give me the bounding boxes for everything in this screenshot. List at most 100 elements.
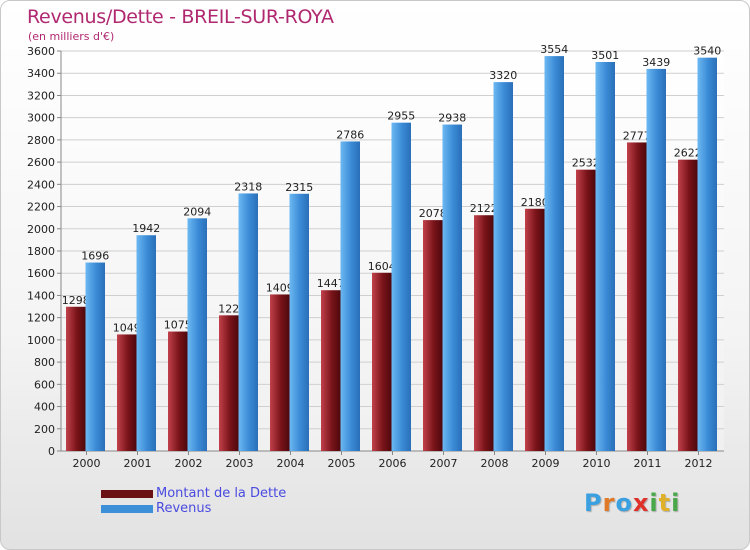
- bar-dette: [66, 306, 86, 451]
- plot-area: 0 200 400 600 800 1000 1200 1400 1600 1800 2000 220…: [27, 43, 724, 470]
- y-tick-label: 3000: [27, 112, 55, 125]
- data-label-dette: 2777: [623, 129, 651, 142]
- y-tick-label: 600: [34, 378, 55, 391]
- bar-dette: [168, 331, 188, 451]
- legend-swatch-dette: [101, 490, 153, 498]
- x-tick-label: 2011: [634, 457, 662, 470]
- x-tick-label: 2003: [226, 457, 254, 470]
- data-label-revenus: 2315: [285, 181, 313, 194]
- x-tick-label: 2000: [73, 457, 101, 470]
- logo-letter: o: [615, 489, 633, 517]
- bar-revenus: [187, 218, 207, 451]
- x-tick-label: 2008: [481, 457, 509, 470]
- data-label-dette: 1447: [317, 277, 345, 290]
- x-tick-label: 2005: [328, 457, 356, 470]
- bar-revenus: [493, 82, 513, 451]
- data-label-revenus: 3540: [693, 45, 721, 58]
- data-label-revenus: 3320: [489, 69, 517, 82]
- logo-letter: r: [602, 489, 616, 517]
- data-label-revenus: 3501: [591, 49, 619, 62]
- x-tick-label: 2009: [532, 457, 560, 470]
- chart-title: Revenus/Dette - BREIL-SUR-ROYA: [27, 6, 334, 28]
- y-tick-label: 1400: [27, 289, 55, 302]
- y-tick-label: 2000: [27, 223, 55, 236]
- y-tick-label: 3400: [27, 67, 55, 80]
- legend-label-revenus: Revenus: [156, 501, 212, 516]
- bar-dette: [678, 159, 698, 451]
- x-tick-label: 2001: [124, 457, 152, 470]
- bar-revenus: [391, 122, 411, 452]
- bar-revenus: [544, 56, 564, 451]
- data-label-dette: 2122: [470, 202, 498, 215]
- data-label-dette: 1075: [164, 319, 192, 332]
- data-label-revenus: 2094: [183, 205, 211, 218]
- bar-dette: [321, 290, 341, 451]
- bar-revenus: [238, 193, 258, 451]
- x-tick-label: 2012: [685, 457, 713, 470]
- logo-letter: i: [649, 489, 659, 517]
- y-tick-label: 1600: [27, 267, 55, 280]
- bar-dette: [576, 169, 596, 451]
- data-label-revenus: 2786: [336, 128, 364, 141]
- data-label-revenus: 2318: [234, 180, 262, 193]
- data-label-dette: 1604: [368, 260, 396, 273]
- data-label-revenus: 2938: [438, 112, 466, 125]
- data-label-revenus: 3439: [642, 56, 670, 69]
- data-label-dette: 2180: [521, 196, 549, 209]
- data-label-dette: 1049: [113, 321, 141, 334]
- data-label-revenus: 1942: [132, 222, 160, 235]
- x-tick-label: 2006: [379, 457, 407, 470]
- bar-dette: [627, 142, 647, 451]
- data-label-revenus: 1696: [81, 250, 109, 263]
- x-tick-label: 2007: [430, 457, 458, 470]
- y-tick-label: 200: [34, 423, 55, 436]
- legend-label-dette: Montant de la Dette: [156, 486, 287, 501]
- bar-revenus: [442, 124, 462, 452]
- data-label-revenus: 2955: [387, 110, 415, 123]
- y-tick-label: 3200: [27, 89, 55, 102]
- bar-revenus: [340, 141, 360, 451]
- bar-dette: [474, 215, 494, 451]
- logo-letter: i: [671, 489, 681, 517]
- y-tick-label: 1000: [27, 334, 55, 347]
- bar-revenus: [85, 262, 105, 451]
- bar-dette: [270, 294, 290, 451]
- logo-letter: P: [584, 489, 603, 517]
- bar-revenus: [136, 235, 156, 451]
- y-tick-label: 2600: [27, 156, 55, 169]
- data-label-dette: 2532: [572, 157, 600, 170]
- logo-letter: t: [658, 489, 672, 517]
- bar-revenus: [595, 62, 615, 451]
- y-tick-label: 3600: [27, 45, 55, 58]
- x-tick-label: 2002: [175, 457, 203, 470]
- y-tick-label: 2800: [27, 134, 55, 147]
- y-tick-label: 1200: [27, 312, 55, 325]
- data-label-dette: 1298: [62, 294, 90, 307]
- bar-dette: [219, 315, 239, 451]
- x-tick-label: 2010: [583, 457, 611, 470]
- data-label-revenus: 3554: [540, 43, 568, 56]
- proxiti-logo: Proxiti: [584, 489, 680, 517]
- data-label-dette: 1409: [266, 281, 294, 294]
- bar-dette: [117, 334, 137, 451]
- legend-swatch-revenus: [101, 505, 153, 513]
- y-tick-label: 0: [48, 445, 55, 458]
- x-tick-label: 2004: [277, 457, 305, 470]
- data-label-dette: 2622: [674, 147, 702, 160]
- bar-dette: [372, 272, 392, 451]
- y-tick-label: 2200: [27, 201, 55, 214]
- y-tick-label: 2400: [27, 178, 55, 191]
- y-tick-label: 800: [34, 356, 55, 369]
- bar-dette: [525, 208, 545, 451]
- y-tick-label: 400: [34, 401, 55, 414]
- bar-revenus: [697, 57, 717, 452]
- data-label-dette: 122: [218, 302, 239, 315]
- bar-revenus: [646, 68, 666, 451]
- y-tick-label: 1800: [27, 245, 55, 258]
- bar-revenus: [289, 193, 309, 451]
- data-label-dette: 2078: [419, 207, 447, 220]
- chart-subtitle: (en milliers d'€): [28, 30, 115, 43]
- bar-dette: [423, 220, 443, 451]
